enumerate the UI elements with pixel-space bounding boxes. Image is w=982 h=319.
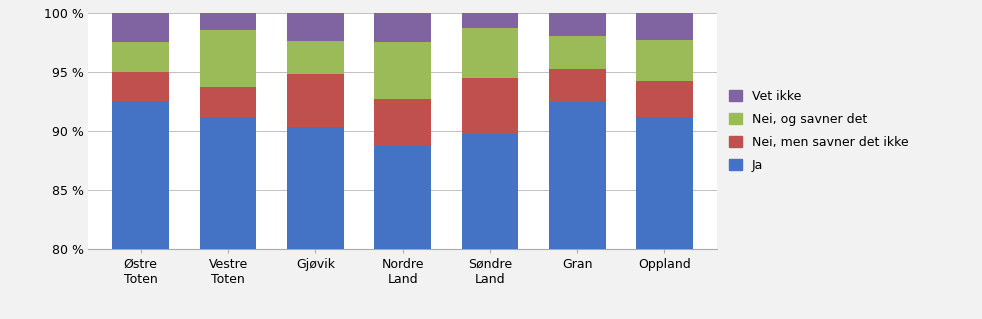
Bar — [462, 28, 518, 78]
Bar — [636, 13, 693, 40]
Bar — [287, 127, 344, 249]
Bar — [636, 81, 693, 117]
Bar — [112, 101, 169, 249]
Bar — [374, 42, 431, 99]
Bar — [636, 117, 693, 249]
Bar — [462, 78, 518, 134]
Bar — [549, 13, 606, 36]
Bar — [549, 36, 606, 70]
Bar — [287, 74, 344, 127]
Bar — [549, 102, 606, 249]
Bar — [462, 13, 518, 28]
Bar — [636, 40, 693, 81]
Bar — [112, 13, 169, 42]
Bar — [287, 41, 344, 74]
Bar — [374, 99, 431, 146]
Legend: Vet ikke, Nei, og savner det, Nei, men savner det ikke, Ja: Vet ikke, Nei, og savner det, Nei, men s… — [730, 90, 908, 172]
Bar — [199, 13, 256, 30]
Bar — [112, 42, 169, 72]
Bar — [112, 72, 169, 101]
Bar — [462, 134, 518, 249]
Bar — [374, 13, 431, 42]
Bar — [199, 117, 256, 249]
Bar — [374, 146, 431, 249]
Bar — [287, 13, 344, 41]
Bar — [199, 31, 256, 87]
Bar — [549, 70, 606, 102]
Bar — [199, 87, 256, 117]
